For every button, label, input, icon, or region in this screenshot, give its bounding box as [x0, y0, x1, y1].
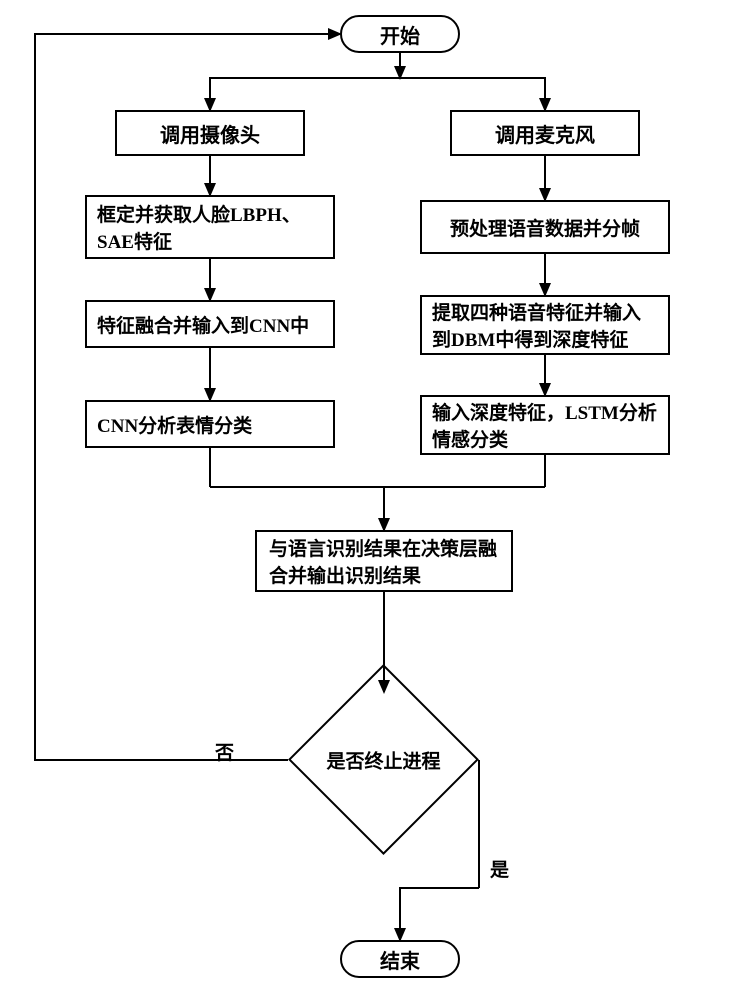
lbph-label: 框定并获取人脸LBPH、SAE特征 — [97, 200, 323, 254]
end-node: 结束 — [340, 940, 460, 978]
merge-node: 与语言识别结果在决策层融合并输出识别结果 — [255, 530, 513, 592]
edge-split-right — [400, 78, 545, 110]
decision-node: 是否终止进程 — [316, 692, 451, 827]
fuse-node: 特征融合并输入到CNN中 — [85, 300, 335, 348]
camera-node: 调用摄像头 — [115, 110, 305, 156]
lbph-node: 框定并获取人脸LBPH、SAE特征 — [85, 195, 335, 259]
edge-yes-to-end — [400, 888, 479, 940]
yes-label: 是 — [490, 855, 509, 882]
mic-node: 调用麦克风 — [450, 110, 640, 156]
cnn-node: CNN分析表情分类 — [85, 400, 335, 448]
start-node: 开始 — [340, 15, 460, 53]
no-label: 否 — [215, 738, 234, 765]
start-label: 开始 — [380, 20, 420, 49]
lstm-label: 输入深度特征，LSTM分析情感分类 — [432, 398, 658, 452]
merge-label: 与语言识别结果在决策层融合并输出识别结果 — [269, 534, 499, 588]
mic-label: 调用麦克风 — [495, 119, 595, 148]
camera-label: 调用摄像头 — [160, 119, 260, 148]
cnn-label: CNN分析表情分类 — [97, 411, 252, 438]
decision-label: 是否终止进程 — [326, 746, 440, 773]
dbm-label: 提取四种语音特征并输入到DBM中得到深度特征 — [432, 298, 658, 352]
lstm-node: 输入深度特征，LSTM分析情感分类 — [420, 395, 670, 455]
end-label: 结束 — [380, 945, 420, 974]
dbm-node: 提取四种语音特征并输入到DBM中得到深度特征 — [420, 295, 670, 355]
preproc-node: 预处理语音数据并分帧 — [420, 200, 670, 254]
preproc-label: 预处理语音数据并分帧 — [450, 214, 640, 241]
fuse-label: 特征融合并输入到CNN中 — [97, 311, 309, 338]
edge-split-left — [210, 78, 400, 110]
